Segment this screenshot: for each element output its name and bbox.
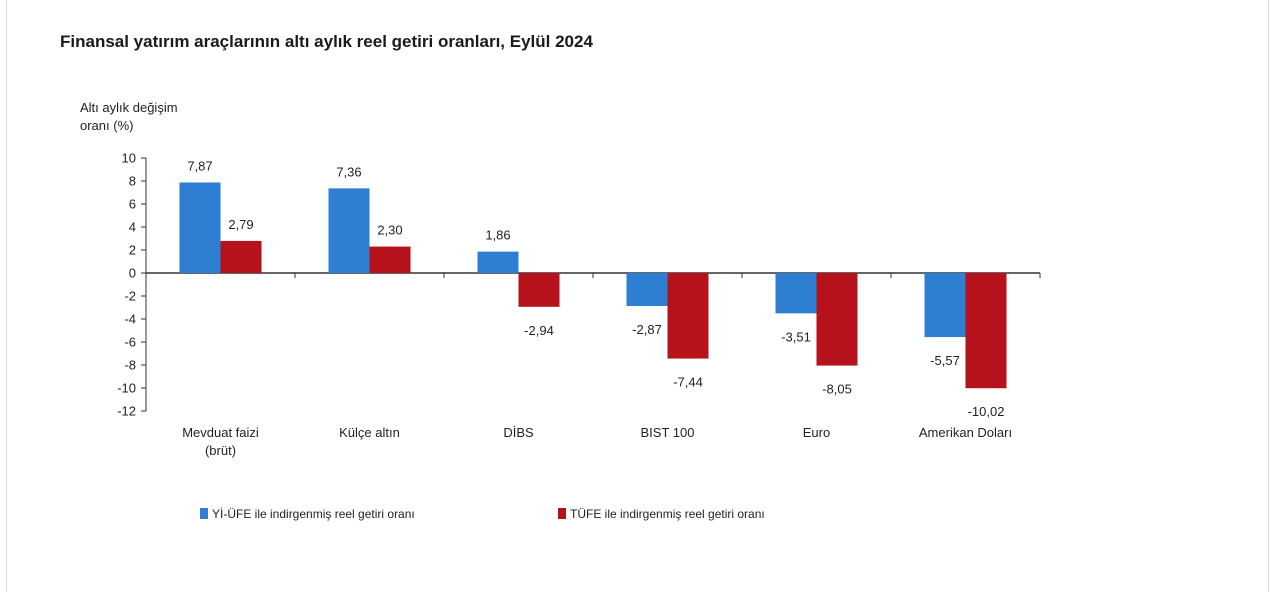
legend-swatch: [558, 508, 566, 519]
bar: [477, 251, 519, 273]
data-label: 1,86: [485, 228, 510, 243]
data-label: -5,57: [930, 353, 960, 368]
data-label: -7,44: [673, 375, 703, 390]
data-label: 2,79: [228, 217, 253, 232]
category-label: BIST 100: [641, 425, 695, 440]
category-label: Amerikan Doları: [919, 425, 1012, 440]
legend-label: TÜFE ile indirgenmiş reel getiri oranı: [570, 507, 765, 521]
category-labels: Mevduat faizi (brüt) Külçe altın DİBS BIST 1…: [182, 425, 1012, 458]
bar: [924, 273, 966, 338]
y-axis-label: Altı aylık değişim oranı (%): [80, 100, 178, 133]
bar: [816, 273, 858, 366]
category-label: DİBS: [503, 425, 534, 440]
bar: [667, 273, 709, 359]
bar: [220, 240, 262, 273]
bar: [369, 246, 411, 273]
data-label: 7,87: [187, 158, 212, 173]
axes: 10 8 6 4 2 0 -2 -4 -6 -8 -10 -12: [117, 151, 1041, 419]
y-tick-label: -10: [117, 381, 136, 396]
bar: [518, 273, 560, 307]
y-tick-label: 0: [129, 266, 136, 281]
legend: Yİ-ÜFE ile indirgenmiş reel getiri oranı…: [200, 507, 765, 521]
data-label: -10,02: [968, 404, 1005, 419]
y-tick-label: 6: [129, 197, 136, 212]
left-frame-line: [6, 0, 7, 592]
data-label: -2,94: [524, 323, 554, 338]
y-tick-label: 4: [129, 220, 136, 235]
bar: [328, 188, 370, 273]
category-label: Külçe altın: [339, 425, 400, 440]
data-label: 7,36: [336, 164, 361, 179]
bar: [179, 182, 221, 273]
chart-title: Finansal yatırım araçlarının altı aylık …: [60, 32, 593, 51]
data-label: -2,87: [632, 322, 662, 337]
data-labels: 7,87 7,36 1,86 -2,87 -3,51 -5,57 2,79 2,30 -2,94…: [187, 158, 1004, 419]
y-tick-label: -8: [124, 358, 136, 373]
data-label: -8,05: [822, 382, 852, 397]
y-tick-label: 10: [122, 151, 136, 166]
category-label: Euro: [803, 425, 830, 440]
bars: [179, 182, 1007, 389]
legend-label: Yİ-ÜFE ile indirgenmiş reel getiri oranı: [212, 507, 415, 521]
bar: [626, 273, 668, 307]
y-tick-label: -6: [124, 335, 136, 350]
category-label: Mevduat faizi: [182, 425, 259, 440]
legend-swatch: [200, 508, 208, 519]
y-axis-label-line: Altı aylık değişim: [80, 100, 178, 115]
y-tick-label: 2: [129, 243, 136, 258]
category-label: (brüt): [205, 443, 236, 458]
y-tick-label: 8: [129, 174, 136, 189]
data-label: 2,30: [377, 223, 402, 238]
bar: [775, 273, 817, 314]
y-axis-label-line: oranı (%): [80, 118, 133, 133]
y-tick-label: -4: [124, 312, 136, 327]
right-frame-line: [1268, 0, 1269, 592]
data-label: -3,51: [781, 329, 811, 344]
y-tick-label: -2: [124, 289, 136, 304]
y-tick-label: -12: [117, 404, 136, 419]
bar: [965, 273, 1007, 389]
